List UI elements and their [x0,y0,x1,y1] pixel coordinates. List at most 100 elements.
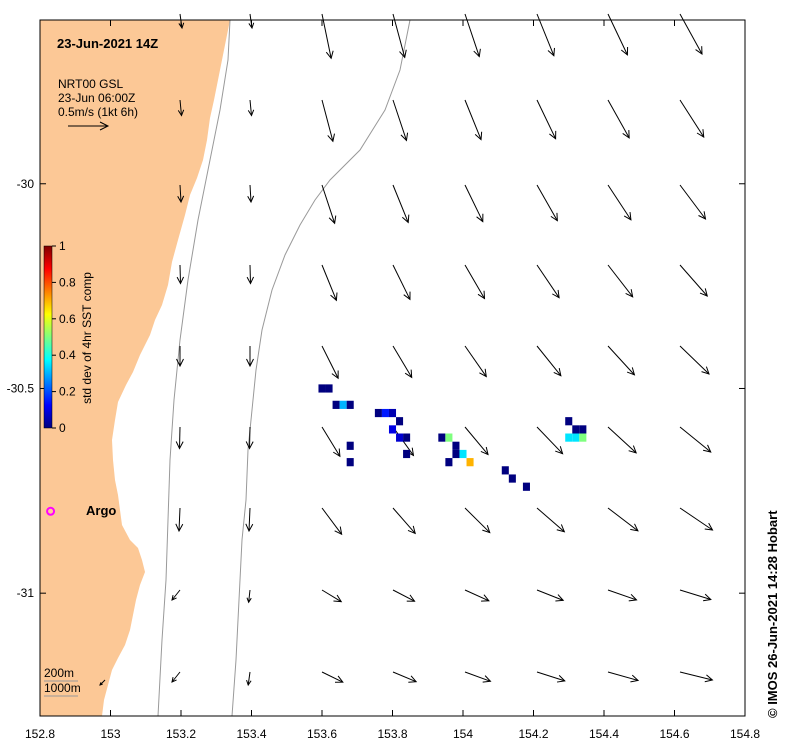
colorbar-tick-label: 1 [59,239,66,253]
sst-stddev-cell [339,400,347,409]
x-tick-label: 153 [100,727,120,741]
sst-stddev-cell [565,417,573,426]
sst-stddev-cell [508,474,516,483]
sst-stddev-cell [388,425,397,434]
current-arrow-icon [536,507,566,533]
current-arrow-icon [392,671,418,683]
current-arrow-icon [464,99,483,141]
current-arrow-icon [536,345,562,377]
colorbar-tick-label: 0.8 [59,275,76,289]
current-arrow-icon [464,426,489,456]
sst-stddev-cell [522,482,530,491]
current-arrow-icon [245,426,254,450]
contour-label-200m: 200m [44,666,74,680]
current-arrow-icon [175,507,184,533]
current-arrow-icon [392,13,407,59]
contour-1000m [231,19,411,717]
sst-stddev-cell [501,466,509,475]
sst-stddev-cell [452,449,460,459]
current-arrow-icon [247,184,255,204]
colorbar-tick-label: 0 [59,421,66,435]
current-arrow-icon [536,99,557,140]
current-arrow-icon [536,589,565,602]
current-arrow-icon [607,184,632,221]
sst-stddev-cells [318,384,587,491]
axis-ticks: 152.8 153 153.2 153.4 153.6 153.8 154 154.2 154.… [7,20,760,741]
current-arrow-icon [607,671,640,683]
current-arrow-icon [392,264,411,301]
current-arrow-icon [246,264,255,285]
current-arrow-icon [177,99,185,117]
sst-stddev-cell [572,425,580,434]
current-arrow-icon [392,507,416,535]
sst-stddev-cell [579,425,587,434]
current-arrow-icon [176,264,185,285]
current-arrow-icon [99,679,106,686]
sst-stddev-cell [459,449,467,459]
sst-stddev-cell [346,458,354,467]
contour-label-1000m: 1000m [44,681,81,695]
colorbar-ticks: 0 0.2 0.4 0.6 0.8 1 [52,239,76,435]
current-arrow-icon [464,671,492,683]
current-arrow-icon [464,13,481,58]
current-arrow-icon [171,589,181,601]
colorbar-tick-label: 0.4 [59,348,76,362]
sst-stddev-cell [403,433,411,442]
argo-float-icon [46,506,56,516]
current-arrow-icon [321,589,343,603]
colorbar-tick-label: 0.6 [59,312,76,326]
current-arrow-icon [536,264,560,299]
coastline-land [40,20,230,716]
current-arrow-icon [607,13,629,56]
y-tick-label: -31 [17,586,35,600]
current-arrow-icon [536,184,558,222]
current-arrow-icon [464,589,490,602]
current-arrow-icon [679,589,712,602]
current-arrow-icon [679,13,703,55]
sst-stddev-cell [381,408,389,418]
current-arrow-icon [607,589,638,602]
sst-stddev-cell [374,408,382,418]
current-arrow-icon [392,589,416,602]
x-tick-label: 153.6 [307,727,337,741]
y-tick-label: -30 [17,177,35,191]
sst-stddev-cell [396,417,404,426]
sst-stddev-cell [332,400,340,409]
sst-stddev-cell [579,433,587,442]
sst-stddev-cell [438,433,446,442]
sst-stddev-cell [452,441,460,450]
current-arrow-icon [177,184,185,204]
current-arrow-icon [246,346,254,368]
current-arrow-icon [321,345,339,380]
argo-label: Argo [86,503,116,518]
imos-credit: © IMOS 26-Jun-2021 14:28 Hobart [765,510,780,718]
current-arrow-icon [392,99,409,142]
current-arrow-icon [321,264,338,302]
current-arrow-icon [536,426,564,455]
current-arrow-icon [464,184,484,223]
current-arrow-icon [246,671,252,687]
current-arrow-icon [321,13,334,60]
current-arrow-icon [679,426,712,453]
sst-stddev-cell [388,408,397,418]
current-arrow-icon [321,99,335,143]
sst-stddev-cell [396,433,404,442]
colorbar [43,245,53,429]
current-arrow-icon [607,426,638,454]
current-arrow-icon [392,345,413,379]
current-arrow-icon [464,264,486,300]
sst-stddev-cell [565,433,573,442]
x-tick-label: 154 [453,727,473,741]
current-arrow-icon [536,671,566,683]
current-arrow-icon [321,426,341,458]
sst-stddev-cell [346,400,354,409]
x-tick-label: 154.6 [659,727,689,741]
sst-stddev-cell [325,384,333,393]
x-tick-label: 153.4 [236,727,266,741]
current-arrow-icon [176,346,184,368]
x-tick-label: 152.8 [25,727,55,741]
current-arrow-icon [679,184,707,220]
current-arrow-icon [607,99,630,139]
current-arrow-icon [321,671,344,683]
